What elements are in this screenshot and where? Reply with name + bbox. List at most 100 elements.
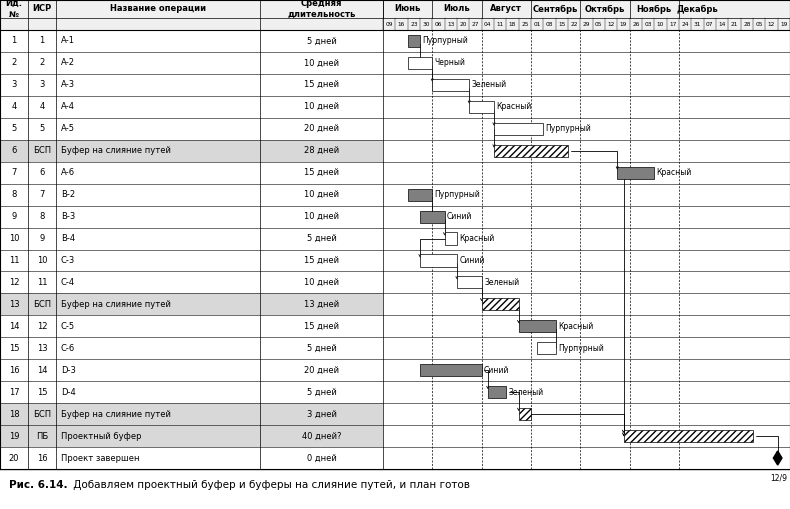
Text: 26: 26 — [632, 21, 640, 26]
Bar — [457, 276, 482, 289]
Text: 04: 04 — [484, 21, 491, 26]
Text: 10 дней: 10 дней — [304, 59, 339, 67]
Bar — [0, 206, 383, 228]
Text: 20: 20 — [460, 21, 467, 26]
Text: 29: 29 — [583, 21, 590, 26]
Text: 0 дней: 0 дней — [307, 454, 337, 463]
Text: 7: 7 — [40, 190, 45, 199]
Text: Красный: Красный — [496, 102, 532, 111]
Text: 5: 5 — [11, 124, 17, 133]
Bar — [383, 118, 790, 140]
Bar — [494, 145, 568, 157]
Text: 14: 14 — [37, 366, 47, 375]
Bar — [383, 30, 790, 52]
Text: 10: 10 — [656, 21, 664, 26]
Text: 10 дней: 10 дней — [304, 102, 339, 111]
Text: 12: 12 — [768, 21, 775, 26]
Text: 13: 13 — [36, 344, 47, 353]
Text: D-3: D-3 — [61, 366, 76, 375]
Text: Июнь: Июнь — [394, 5, 421, 14]
Bar — [0, 74, 383, 96]
Text: 15 дней: 15 дней — [304, 322, 339, 331]
Text: 28: 28 — [743, 21, 750, 26]
Bar — [0, 403, 383, 425]
Bar — [623, 430, 753, 442]
Bar — [383, 403, 790, 425]
Bar — [0, 162, 383, 184]
Text: 10 дней: 10 дней — [304, 190, 339, 199]
Text: 12: 12 — [37, 322, 47, 331]
Text: Проект завершен: Проект завершен — [61, 454, 139, 463]
Bar — [383, 249, 790, 271]
Text: Август: Август — [491, 5, 522, 14]
Text: 5 дней: 5 дней — [307, 388, 337, 397]
Text: 20 дней: 20 дней — [304, 366, 339, 375]
Bar — [383, 74, 790, 96]
Bar — [519, 408, 531, 420]
Bar — [383, 228, 790, 249]
Text: 4: 4 — [40, 102, 44, 111]
Text: Зеленый: Зеленый — [509, 388, 544, 397]
Text: 18: 18 — [509, 21, 516, 26]
Bar — [383, 96, 790, 118]
Text: 15: 15 — [37, 388, 47, 397]
Bar — [0, 447, 383, 469]
Bar — [0, 271, 383, 293]
Text: 14: 14 — [9, 322, 19, 331]
Text: Зеленый: Зеленый — [472, 80, 507, 90]
Text: 5 дней: 5 дней — [307, 344, 337, 353]
Text: 9: 9 — [11, 212, 17, 221]
Text: 3 дней: 3 дней — [307, 410, 337, 418]
Text: 12: 12 — [9, 278, 19, 287]
Text: 19: 19 — [781, 21, 788, 26]
Text: Средняя
длительность: Средняя длительность — [288, 0, 356, 19]
Text: ПБ: ПБ — [36, 432, 48, 441]
Text: Рис. 6.14.: Рис. 6.14. — [9, 480, 68, 490]
Bar — [0, 140, 383, 162]
Text: 10: 10 — [37, 256, 47, 265]
Polygon shape — [773, 451, 782, 465]
Text: 11: 11 — [497, 21, 504, 26]
Bar — [0, 118, 383, 140]
Bar — [408, 35, 420, 47]
Text: Буфер на слияние путей: Буфер на слияние путей — [61, 300, 171, 309]
Text: Красный: Красный — [656, 168, 692, 177]
Text: А-2: А-2 — [61, 59, 75, 67]
Bar — [383, 52, 790, 74]
Bar — [383, 425, 790, 447]
Text: А-4: А-4 — [61, 102, 75, 111]
Text: С-6: С-6 — [61, 344, 75, 353]
Text: Синий: Синий — [484, 366, 510, 375]
Bar — [383, 184, 790, 206]
Text: Зеленый: Зеленый — [484, 278, 519, 287]
Text: 22: 22 — [570, 21, 578, 26]
Text: 16: 16 — [36, 454, 47, 463]
Text: 15: 15 — [9, 344, 19, 353]
Text: Буфер на слияние путей: Буфер на слияние путей — [61, 410, 171, 418]
Text: Черный: Черный — [435, 59, 465, 67]
Text: 08: 08 — [546, 21, 553, 26]
Bar — [0, 30, 383, 52]
Text: 6: 6 — [40, 168, 45, 177]
Bar — [469, 101, 494, 113]
Bar — [482, 298, 519, 310]
Text: 10 дней: 10 дней — [304, 278, 339, 287]
Text: С-5: С-5 — [61, 322, 75, 331]
Text: А-3: А-3 — [61, 80, 75, 90]
Text: Ид.
№: Ид. № — [6, 0, 22, 19]
Bar — [383, 316, 790, 337]
Text: 25: 25 — [521, 21, 529, 26]
Text: Пурпурный: Пурпурный — [435, 190, 480, 199]
Text: Добавляем проектный буфер и буферы на слияние путей, и план готов: Добавляем проектный буфер и буферы на сл… — [70, 480, 469, 490]
Text: С-4: С-4 — [61, 278, 75, 287]
Bar — [383, 140, 790, 162]
Bar — [0, 293, 383, 316]
Text: 05: 05 — [595, 21, 603, 26]
Text: ИСР: ИСР — [32, 5, 51, 14]
Text: 13: 13 — [9, 300, 19, 309]
Text: Красный: Красный — [459, 234, 495, 243]
Bar — [0, 52, 383, 74]
Bar — [0, 316, 383, 337]
Bar — [519, 320, 555, 332]
Text: 8: 8 — [11, 190, 17, 199]
